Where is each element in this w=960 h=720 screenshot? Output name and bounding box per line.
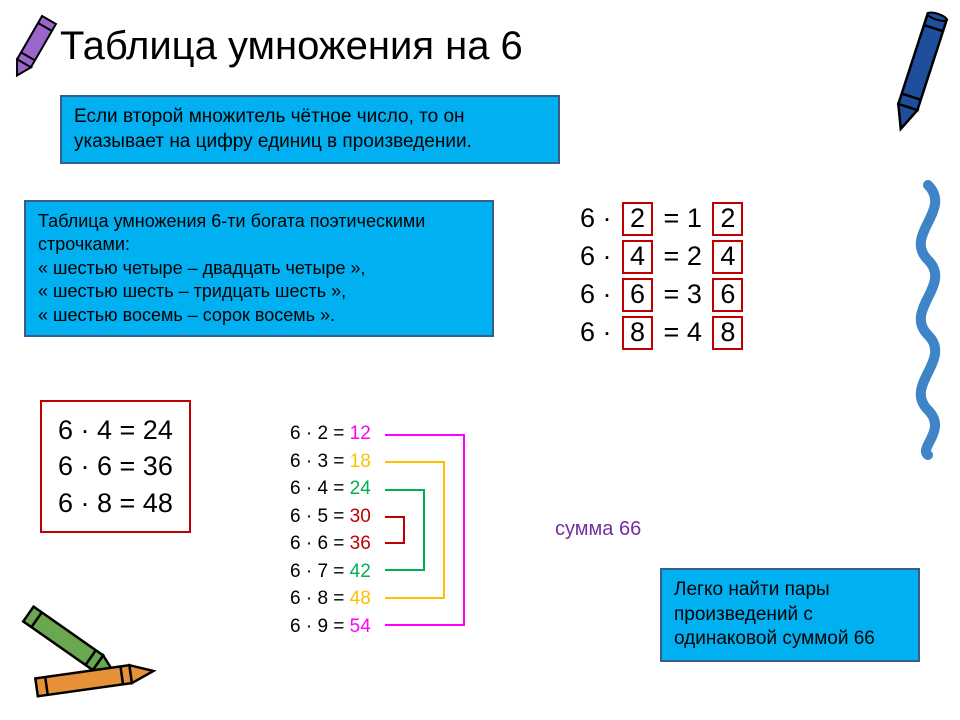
equation-row: 6 · 2 = 1 2: [580, 200, 746, 238]
ladder-result: 54: [350, 616, 371, 637]
red-box-line: 6 · 6 = 36: [58, 448, 173, 484]
ladder-block: 6 · 2 = 126 · 3 = 186 · 4 = 246 · 5 = 30…: [290, 420, 550, 640]
squiggle-icon: [898, 180, 958, 460]
pair-bracket: [385, 434, 465, 627]
poem-line: Таблица умножения 6-ти богата поэтически…: [38, 210, 480, 257]
boxed-unit: 2: [712, 202, 743, 236]
crayon-top-right-icon: [884, 6, 954, 146]
page-title: Таблица умножения на 6: [60, 24, 523, 69]
ladder-result: 30: [350, 506, 371, 527]
red-box-line: 6 · 4 = 24: [58, 412, 173, 448]
boxed-multiplier: 2: [622, 202, 653, 236]
boxed-multiplier: 8: [622, 316, 653, 350]
boxed-multiplier: 4: [622, 240, 653, 274]
red-box-line: 6 · 8 = 48: [58, 485, 173, 521]
ladder-result: 36: [350, 533, 371, 554]
ladder-result: 24: [350, 478, 371, 499]
info-box-pairs: Легко найти пары произведений с одинаков…: [660, 568, 920, 662]
info-box-poems: Таблица умножения 6-ти богата поэтически…: [24, 200, 494, 337]
equation-block: 6 · 2 = 1 26 · 4 = 2 46 · 6 = 3 66 · 8 =…: [580, 200, 746, 352]
crayon-bottom-left-icon: [6, 584, 166, 714]
ladder-result: 42: [350, 561, 371, 582]
poem-line: « шестью шесть – тридцать шесть »,: [38, 280, 480, 303]
poem-line: « шестью четыре – двадцать четыре »,: [38, 257, 480, 280]
ladder-result: 18: [350, 451, 371, 472]
boxed-unit: 6: [712, 278, 743, 312]
ladder-result: 12: [350, 423, 371, 444]
equation-row: 6 · 4 = 2 4: [580, 238, 746, 276]
crayon-top-left-icon: [4, 6, 64, 86]
boxed-unit: 8: [712, 316, 743, 350]
boxed-unit: 4: [712, 240, 743, 274]
sum-label: сумма 66: [555, 518, 641, 541]
red-examples-box: 6 · 4 = 246 · 6 = 366 · 8 = 48: [40, 400, 191, 533]
equation-row: 6 · 6 = 3 6: [580, 276, 746, 314]
boxed-multiplier: 6: [622, 278, 653, 312]
equation-row: 6 · 8 = 4 8: [580, 314, 746, 352]
ladder-result: 48: [350, 588, 371, 609]
info-box-rule: Если второй множитель чётное число, то о…: [60, 95, 560, 164]
poem-line: « шестью восемь – сорок восемь ».: [38, 304, 480, 327]
